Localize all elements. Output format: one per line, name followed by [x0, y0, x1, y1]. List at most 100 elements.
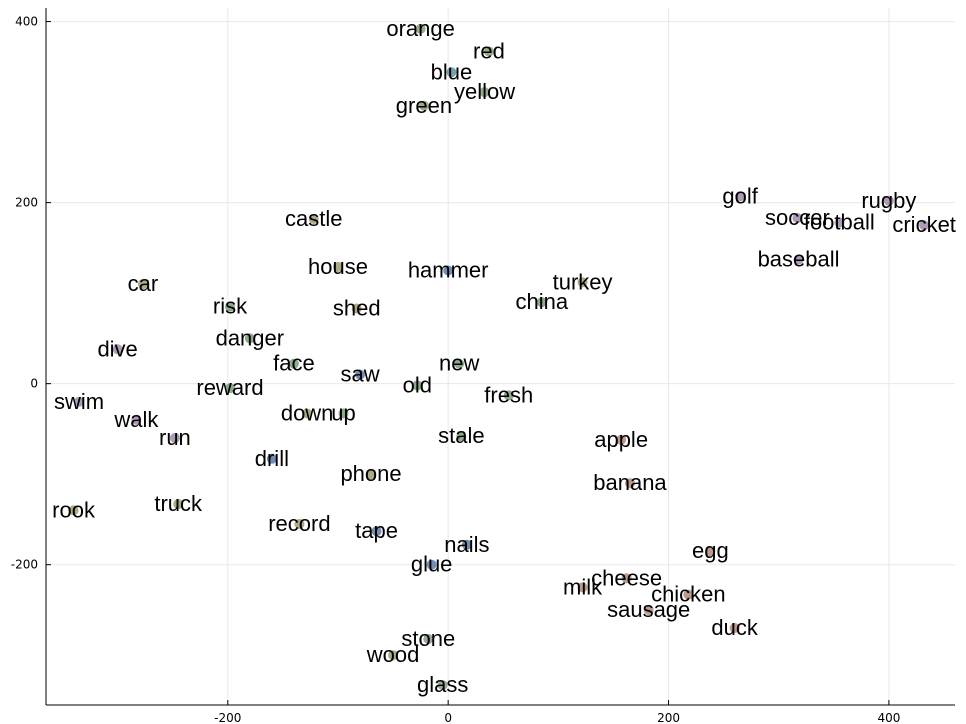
- data-label-swim: swim: [54, 389, 104, 414]
- data-label-glue: glue: [411, 552, 453, 577]
- data-label-nails: nails: [444, 532, 489, 557]
- data-point-stale: [456, 431, 467, 442]
- data-point-golf: [735, 191, 746, 202]
- data-point-face: [288, 358, 299, 369]
- x-tick-label: 400: [877, 711, 900, 724]
- data-point-green: [418, 100, 429, 111]
- axis-ticks: -200 0 200 400 -200 0 200 400: [11, 15, 901, 724]
- data-points: [68, 23, 930, 691]
- data-label-up: up: [331, 401, 355, 426]
- data-label-rook: rook: [52, 497, 96, 522]
- data-point-house: [332, 261, 343, 272]
- data-point-up: [338, 408, 349, 419]
- data-label-run: run: [159, 425, 191, 450]
- data-point-orange: [415, 23, 426, 34]
- data-point-car: [137, 279, 148, 290]
- data-point-drill: [266, 453, 277, 464]
- data-point-truck: [173, 499, 184, 510]
- data-label-cricket: cricket: [892, 212, 956, 237]
- data-label-phone: phone: [340, 461, 401, 486]
- data-point-tape: [371, 526, 382, 537]
- data-point-rugby: [883, 195, 894, 206]
- y-tick-label: -200: [11, 558, 38, 572]
- data-label-saw: saw: [340, 362, 379, 387]
- data-point-rook: [68, 505, 79, 516]
- data-point-cricket: [919, 220, 930, 231]
- data-label-car: car: [128, 271, 159, 296]
- data-point-stone: [423, 633, 434, 644]
- data-point-old: [412, 380, 423, 391]
- data-point-fresh: [503, 390, 514, 401]
- data-label-tape: tape: [355, 518, 398, 543]
- data-label-shed: shed: [333, 296, 381, 321]
- data-label-glass: glass: [417, 672, 468, 697]
- data-label-yellow: yellow: [454, 79, 515, 104]
- data-label-walk: walk: [113, 407, 159, 432]
- data-labels: orangeredblueyellowgreengolfsoccerrugbyf…: [52, 16, 956, 697]
- data-point-phone: [366, 469, 377, 480]
- data-point-shed: [351, 303, 362, 314]
- data-label-green: green: [396, 93, 452, 118]
- data-label-red: red: [473, 38, 505, 63]
- grid-lines: [46, 8, 955, 705]
- data-label-reward: reward: [196, 375, 263, 400]
- data-point-reward: [225, 383, 236, 394]
- data-label-soccer: soccer: [765, 205, 830, 230]
- data-point-danger: [244, 333, 255, 344]
- data-point-glass: [437, 680, 448, 691]
- data-label-risk: risk: [213, 294, 248, 319]
- data-label-danger: danger: [216, 325, 285, 350]
- x-tick-label: 0: [444, 711, 452, 724]
- data-point-baseball: [793, 254, 804, 265]
- x-tick-label: 200: [657, 711, 680, 724]
- data-label-chicken: chicken: [651, 582, 726, 607]
- data-label-orange: orange: [386, 16, 455, 41]
- data-label-drill: drill: [255, 446, 289, 471]
- data-point-banana: [624, 478, 635, 489]
- data-label-old: old: [403, 372, 432, 397]
- data-label-sausage: sausage: [607, 597, 690, 622]
- data-point-turkey: [577, 277, 588, 288]
- x-tick-label: -200: [214, 711, 241, 724]
- data-point-hammer: [443, 265, 454, 276]
- data-label-truck: truck: [154, 491, 203, 516]
- data-label-turkey: turkey: [553, 269, 613, 294]
- axes: [45, 8, 955, 706]
- data-point-new: [454, 358, 465, 369]
- data-label-rugby: rugby: [861, 188, 916, 213]
- data-point-castle: [308, 213, 319, 224]
- data-point-nails: [461, 539, 472, 550]
- data-label-china: china: [516, 289, 569, 314]
- data-point-run: [169, 432, 180, 443]
- data-label-milk: milk: [563, 574, 603, 599]
- data-point-egg: [705, 546, 716, 557]
- data-label-new: new: [439, 351, 479, 376]
- y-tick-label: 400: [15, 15, 38, 29]
- y-tick-label: 200: [15, 196, 38, 210]
- data-point-cheese: [621, 573, 632, 584]
- data-label-stone: stone: [401, 626, 455, 651]
- data-label-banana: banana: [593, 470, 667, 495]
- data-point-duck: [729, 623, 740, 634]
- data-point-down: [302, 408, 313, 419]
- data-label-house: house: [308, 254, 368, 279]
- data-point-wood: [388, 650, 399, 661]
- y-tick-label: 0: [30, 377, 38, 391]
- data-label-dive: dive: [97, 336, 137, 361]
- data-point-china: [536, 297, 547, 308]
- data-label-apple: apple: [594, 427, 648, 452]
- data-point-risk: [225, 301, 236, 312]
- data-point-red: [483, 46, 494, 57]
- data-point-yellow: [479, 87, 490, 98]
- data-label-castle: castle: [285, 206, 342, 231]
- data-point-football: [834, 217, 845, 228]
- data-label-duck: duck: [711, 615, 758, 640]
- data-point-apple: [616, 434, 627, 445]
- data-point-sausage: [643, 604, 654, 615]
- data-point-blue: [446, 67, 457, 78]
- data-point-milk: [577, 582, 588, 593]
- data-label-wood: wood: [366, 642, 420, 667]
- data-point-chicken: [683, 589, 694, 600]
- data-point-dive: [112, 344, 123, 355]
